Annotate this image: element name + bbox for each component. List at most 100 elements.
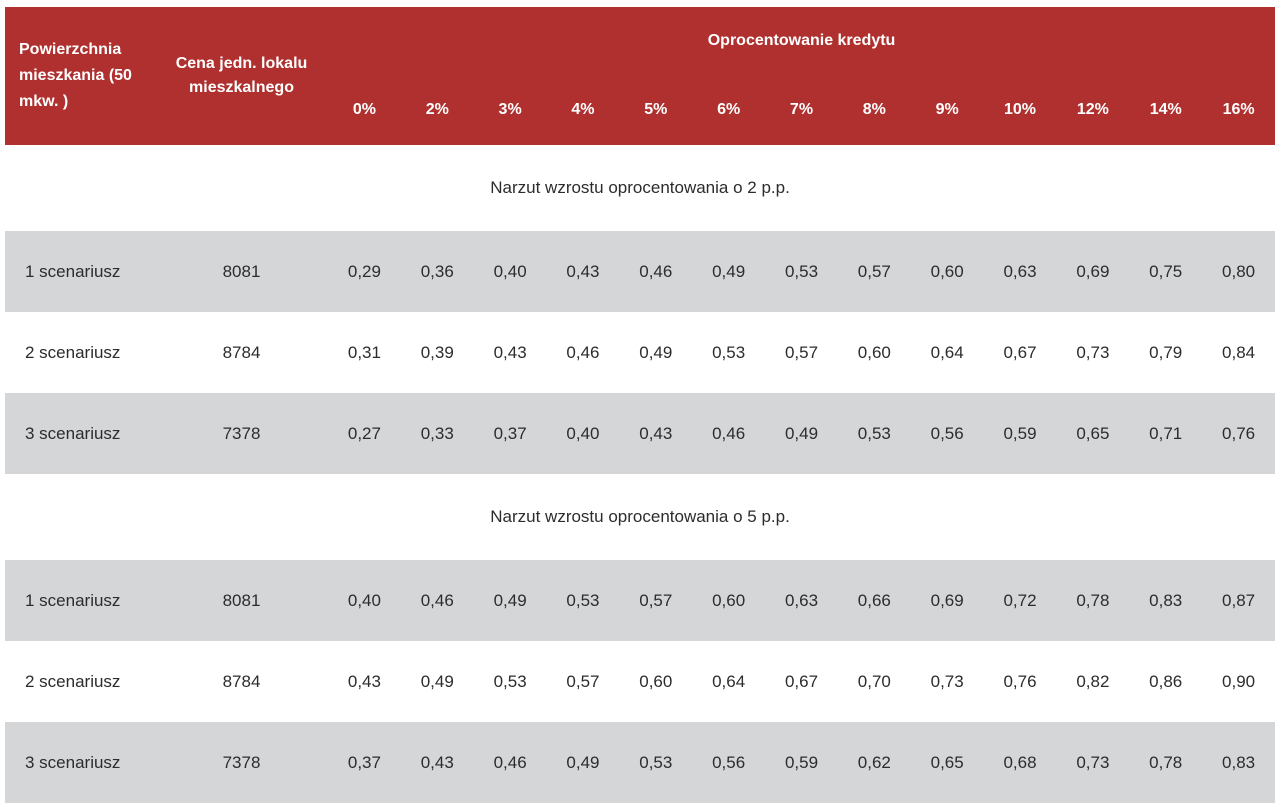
value-cell: 0,83 [1129,560,1203,641]
value-cell: 0,53 [493,671,527,691]
value-cell: 0,43 [546,231,620,312]
value-cell: 0,29 [328,231,401,312]
rate-header-cell: 16% [1202,75,1276,145]
unit-price-cell: 7378 [155,393,328,474]
rate-header-cell: 8% [837,75,911,145]
section-title-row: Narzut wzrostu oprocentowania o 5 p.p. [5,474,1276,560]
rate-header-cell: 10% [983,75,1057,145]
scenario-label: 2 scenariusz [25,342,121,362]
table-row: 1 scenariusz 8081 0,29 0,36 0,40 0,43 0,46 0,49… [5,231,1276,312]
value-cell: 0,46 [473,722,547,803]
unit-price-cell: 8081 [155,231,328,312]
value-cell: 0,90 [1222,671,1256,691]
value-cell: 0,73 [1076,342,1110,362]
value-cell: 0,53 [619,722,693,803]
value-cell: 0,84 [1222,342,1256,362]
value-cell: 0,70 [857,671,891,691]
table-row: 2 scenariusz 8784 0,43 0,49 0,53 0,57 0,60 0,64… [5,641,1275,722]
value-cell: 0,60 [857,342,891,362]
unit-price-cell: 8784 [222,342,261,362]
value-cell: 0,43 [493,342,527,362]
rate-header-cell: 0% [328,75,401,145]
rate-header-cell: 9% [910,75,984,145]
scenario-label: 1 scenariusz [5,560,155,641]
value-cell: 0,53 [712,342,746,362]
value-cell: 0,69 [910,560,984,641]
value-cell: 0,39 [420,342,454,362]
value-cell: 0,49 [546,722,620,803]
table-body: Narzut wzrostu oprocentowania o 2 p.p. 1 … [5,145,1276,803]
value-cell: 0,46 [566,342,600,362]
value-cell: 0,80 [1202,231,1276,312]
value-cell: 0,57 [619,560,693,641]
value-cell: 0,49 [692,231,766,312]
unit-price-cell: 8784 [222,671,261,691]
value-cell: 0,33 [400,393,474,474]
table-row: 3 scenariusz 7378 0,27 0,33 0,37 0,40 0,43 0,46… [5,393,1276,474]
value-cell: 0,49 [639,342,673,362]
value-cell: 0,40 [473,231,547,312]
value-cell: 0,59 [765,722,838,803]
value-cell: 0,72 [983,560,1057,641]
value-cell: 0,63 [983,231,1057,312]
value-cell: 0,46 [692,393,766,474]
rate-header-cell: 4% [546,75,620,145]
value-cell: 0,76 [1003,671,1037,691]
value-cell: 0,31 [347,342,381,362]
value-cell: 0,65 [1056,393,1130,474]
value-cell: 0,67 [784,671,819,691]
rate-group-label: Oprocentowanie kredytu [707,32,896,49]
rate-header-cell: 5% [619,75,693,145]
value-cell: 0,76 [1202,393,1276,474]
rate-header-cell: 2% [400,75,474,145]
value-cell: 0,78 [1056,560,1130,641]
value-cell: 0,60 [692,560,766,641]
table-row: 2 scenariusz 8784 0,31 0,39 0,43 0,46 0,49 0,53… [5,312,1275,393]
value-cell: 0,57 [784,342,819,362]
value-cell: 0,82 [1076,671,1110,691]
value-cell: 0,36 [400,231,474,312]
value-cell: 0,79 [1149,342,1183,362]
rate-header-cell: 14% [1129,75,1203,145]
area-column-header: Powierzchnia mieszkania (50 mkw. ) [5,7,155,145]
rate-header-cell: 7% [765,75,838,145]
rate-header-cell: 6% [692,75,766,145]
table-row: 3 scenariusz 7378 0,37 0,43 0,46 0,49 0,53 0,56… [5,722,1276,803]
scenario-label: 3 scenariusz [5,722,155,803]
scenario-label: 2 scenariusz [25,671,121,691]
value-cell: 0,62 [837,722,911,803]
section-title: Narzut wzrostu oprocentowania o 5 p.p. [5,474,1276,560]
value-cell: 0,56 [910,393,984,474]
value-cell: 0,49 [765,393,838,474]
value-cell: 0,60 [639,671,673,691]
value-cell: 0,53 [546,560,620,641]
value-cell: 0,66 [837,560,911,641]
value-cell: 0,40 [328,560,401,641]
value-cell: 0,65 [910,722,984,803]
value-cell: 0,63 [765,560,838,641]
scenario-label: 3 scenariusz [5,393,155,474]
value-cell: 0,46 [619,231,693,312]
value-cell: 0,49 [473,560,547,641]
value-cell: 0,27 [328,393,401,474]
value-cell: 0,67 [1003,342,1037,362]
unit-price-cell: 8081 [155,560,328,641]
value-cell: 0,53 [837,393,911,474]
section-title-row: Narzut wzrostu oprocentowania o 2 p.p. [5,145,1276,231]
unit-price-cell: 7378 [155,722,328,803]
value-cell: 0,37 [473,393,547,474]
table-row: 1 scenariusz 8081 0,40 0,46 0,49 0,53 0,57 0,60… [5,560,1276,641]
value-cell: 0,43 [347,671,381,691]
scenario-label: 1 scenariusz [5,231,155,312]
rate-group-header: Oprocentowanie kredytu [328,7,1276,75]
value-cell: 0,56 [692,722,766,803]
rate-header-cell: 3% [473,75,547,145]
value-cell: 0,60 [910,231,984,312]
value-cell: 0,71 [1129,393,1203,474]
value-cell: 0,73 [930,671,964,691]
price-column-header: Cena jedn. lokalu mieszkalnego [155,7,328,145]
value-cell: 0,73 [1056,722,1130,803]
section-title: Narzut wzrostu oprocentowania o 2 p.p. [5,145,1276,231]
value-cell: 0,46 [400,560,474,641]
